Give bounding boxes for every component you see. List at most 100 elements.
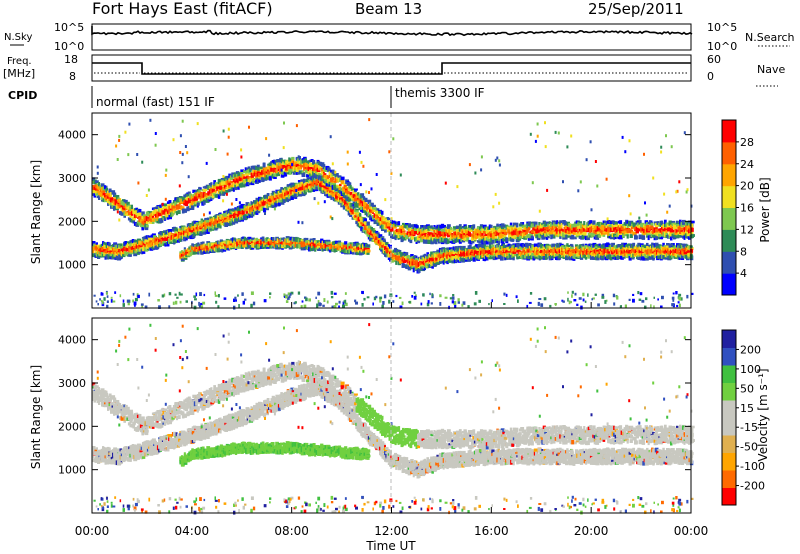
power-echo-cell [249, 209, 252, 212]
power-echo-cell [147, 211, 151, 217]
power-echo-cell [163, 240, 166, 245]
power-echo-cell [667, 250, 671, 255]
power-echo-cell [241, 175, 244, 178]
power-echo-cell [604, 252, 607, 257]
power-echo-cell [249, 206, 252, 211]
power-echo-cell [560, 243, 564, 247]
power-echo-cell [498, 248, 502, 253]
power-echo-cell [622, 253, 625, 257]
power-echo-cell [188, 232, 191, 236]
power-echo-cell [223, 217, 226, 223]
power-echo-cell [400, 237, 404, 243]
power-echo-cell [239, 214, 242, 219]
power-echo-cell [629, 252, 632, 258]
power-echo-cell [283, 172, 288, 177]
power-echo-cell [245, 208, 248, 212]
power-echo-cell [656, 245, 659, 249]
power-echo-cell [301, 172, 305, 177]
power-echo-cell [95, 191, 98, 194]
power-echo-cell [210, 182, 213, 187]
power-echo-cell [213, 180, 216, 185]
power-echo-cell [288, 168, 291, 172]
power-echo-cell [373, 219, 376, 224]
power-echo-cell [324, 167, 327, 172]
power-echo-cell [207, 191, 210, 196]
power-echo-cell [381, 240, 386, 246]
power-echo-cell [352, 204, 356, 210]
power-echo-cell [139, 216, 142, 220]
power-echo-cell [145, 224, 149, 228]
power-echo-cell [366, 232, 369, 237]
power-echo-cell [321, 168, 324, 172]
power-echo-cell [376, 222, 379, 226]
power-echo-cell [110, 246, 113, 249]
power-echo-cell [316, 174, 319, 177]
power-echo-cell [427, 260, 430, 264]
power-echo-cell [129, 215, 133, 218]
power-echo-cell [372, 209, 375, 212]
power-echo-cell [170, 239, 173, 242]
power-echo-cell [108, 252, 111, 256]
power-echo-cell [313, 171, 316, 174]
power-echo-cell [244, 167, 247, 172]
power-echo-cell [478, 255, 482, 259]
power-echo-cell [180, 235, 183, 240]
power-echo-cell [195, 189, 198, 193]
power-echo-cell [434, 226, 438, 230]
power-echo-cell [340, 176, 345, 181]
power-echo-cell [405, 252, 409, 256]
power-echo-cell [144, 239, 148, 244]
power-echo-cell [267, 171, 271, 175]
power-echo-cell [355, 210, 359, 213]
power-echo-cell [116, 195, 120, 200]
power-echo-cell [336, 194, 339, 200]
power-echo-cell [638, 249, 641, 254]
power-echo-cell [139, 222, 143, 228]
power-echo-cell [151, 214, 154, 218]
power-echo-cell [92, 185, 95, 190]
power-echo-cell [377, 233, 381, 238]
power-echo-cell [198, 189, 201, 193]
power-echo-cell [604, 249, 609, 252]
power-echo-cell [322, 173, 326, 178]
power-echo-cell [643, 244, 647, 249]
power-echo-cell [303, 163, 306, 169]
power-echo-cell [92, 246, 95, 250]
power-echo-cell [184, 227, 189, 231]
power-echo-cell [214, 189, 217, 193]
power-echo-cell [410, 254, 414, 258]
power-echo-cell [567, 244, 571, 248]
power-echo-cell [485, 256, 489, 261]
power-echo-cell [646, 246, 650, 250]
power-echo-cell [178, 228, 181, 232]
power-echo-cell [641, 252, 644, 255]
power-echo-cell [317, 181, 320, 184]
power-echo-cell [294, 162, 297, 166]
power-echo-cell [627, 243, 631, 249]
power-echo-cell [270, 167, 273, 173]
power-echo-cell [238, 180, 242, 185]
power-echo-cell [326, 186, 330, 190]
power-echo-cell [339, 183, 342, 186]
power-echo-cell [219, 191, 222, 196]
power-echo-cell [370, 209, 373, 214]
power-echo-cell [168, 229, 173, 233]
power-echo-cell [201, 230, 205, 234]
power-echo-cell [451, 248, 454, 252]
power-echo-cell [166, 241, 170, 247]
power-echo-cell [369, 206, 372, 210]
power-echo-cell [521, 250, 524, 255]
power-echo-cell [399, 228, 402, 232]
power-echo-cell [183, 237, 187, 242]
power-echo-cell [249, 176, 252, 179]
power-echo-cell [332, 193, 336, 197]
power-echo-cell [146, 248, 150, 251]
power-echo-cell [678, 257, 681, 260]
power-echo-cell [269, 201, 273, 205]
power-echo-cell [149, 243, 152, 248]
power-echo-cell [476, 258, 480, 261]
power-echo-cell [285, 163, 289, 166]
power-echo-cell [130, 211, 134, 216]
power-echo-cell [260, 197, 263, 201]
power-echo-cell [271, 203, 276, 208]
